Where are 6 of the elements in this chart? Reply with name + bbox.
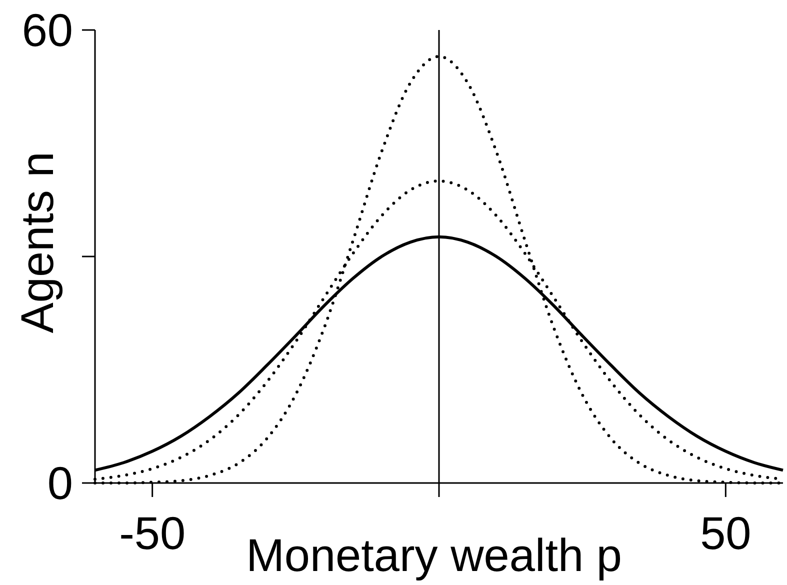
y-axis-title: Agents n: [11, 152, 63, 334]
x-axis-title: Monetary wealth p: [246, 529, 622, 581]
x-tick-label: -50: [119, 507, 186, 559]
y-tick-label: 0: [47, 457, 73, 509]
x-tick-label: 50: [700, 507, 752, 559]
y-tick-label: 60: [22, 4, 73, 56]
